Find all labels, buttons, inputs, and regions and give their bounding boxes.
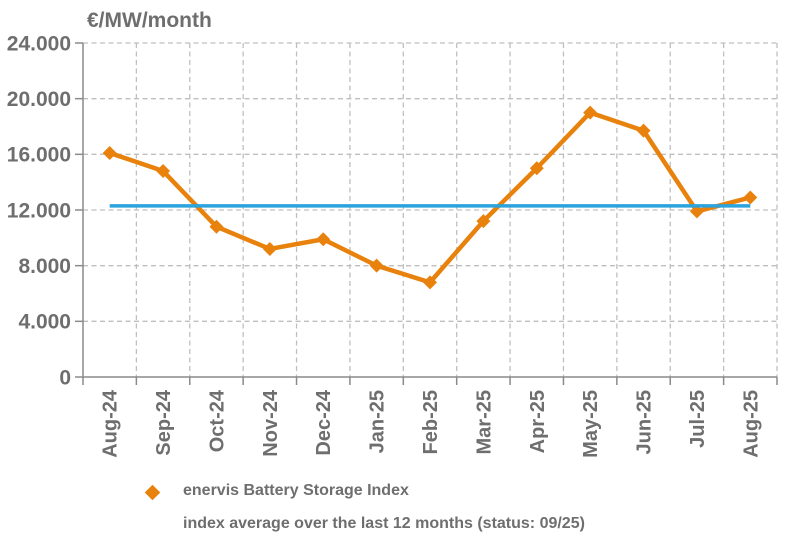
x-tick-label: Feb-25: [420, 390, 442, 454]
diamond-marker: [262, 241, 277, 256]
diamond-marker: [529, 161, 544, 176]
plot-render: 0 4.000 8.000 12.000 16.000 20.000 24.000 Aug-2…: [7, 32, 778, 458]
legend-item-index: enervis Battery Storage Index: [130, 480, 585, 502]
y-axis-unit-title: €/MW/month: [87, 9, 212, 32]
diamond-marker: [209, 219, 224, 234]
diamond-marker: [689, 204, 704, 219]
x-tick-label: May-25: [580, 390, 602, 458]
diamond-marker: [423, 275, 437, 290]
y-tick-label: 4.000: [18, 311, 71, 334]
diamond-marker: [583, 105, 598, 120]
y-tick-label: 24.000: [7, 32, 71, 55]
legend-label-index: enervis Battery Storage Index: [183, 482, 409, 499]
y-tick-label: 12.000: [7, 199, 71, 222]
x-tick-label: Aug-24: [100, 389, 122, 458]
x-tick-label: Jun-25: [634, 390, 656, 454]
diamond-marker: [743, 190, 758, 205]
x-tick-label: Jan-25: [367, 390, 389, 453]
y-tick-label: 8.000: [18, 255, 71, 278]
x-tick-label: Nov-24: [260, 389, 282, 457]
diamond-marker: [636, 123, 651, 138]
x-tick-label: Jul-25: [687, 390, 709, 448]
y-tick-label: 0: [59, 366, 71, 389]
index-series-line: [107, 110, 753, 285]
x-tick-label: Oct-24: [206, 389, 228, 452]
y-tick-label: 16.000: [7, 144, 71, 167]
diamond-marker: [156, 164, 171, 179]
legend-item-average: index average over the last 12 months (s…: [130, 513, 585, 535]
diamond-marker: [476, 214, 491, 229]
diamond-marker: [316, 232, 331, 247]
diamond-marker: [369, 258, 384, 273]
legend-label-average: index average over the last 12 months (s…: [183, 515, 585, 532]
x-tick-label: Dec-24: [313, 389, 335, 455]
x-tick-label: Aug-25: [740, 390, 762, 458]
y-tick-label: 20.000: [7, 88, 71, 111]
x-tick-label: Sep-24: [153, 389, 175, 455]
diamond-marker: [102, 145, 117, 160]
legend: enervis Battery Storage Index index aver…: [130, 480, 585, 541]
diamond-marker-icon: [144, 484, 161, 501]
x-tick-label: Apr-25: [527, 390, 549, 453]
x-tick-label: Mar-25: [473, 390, 495, 454]
